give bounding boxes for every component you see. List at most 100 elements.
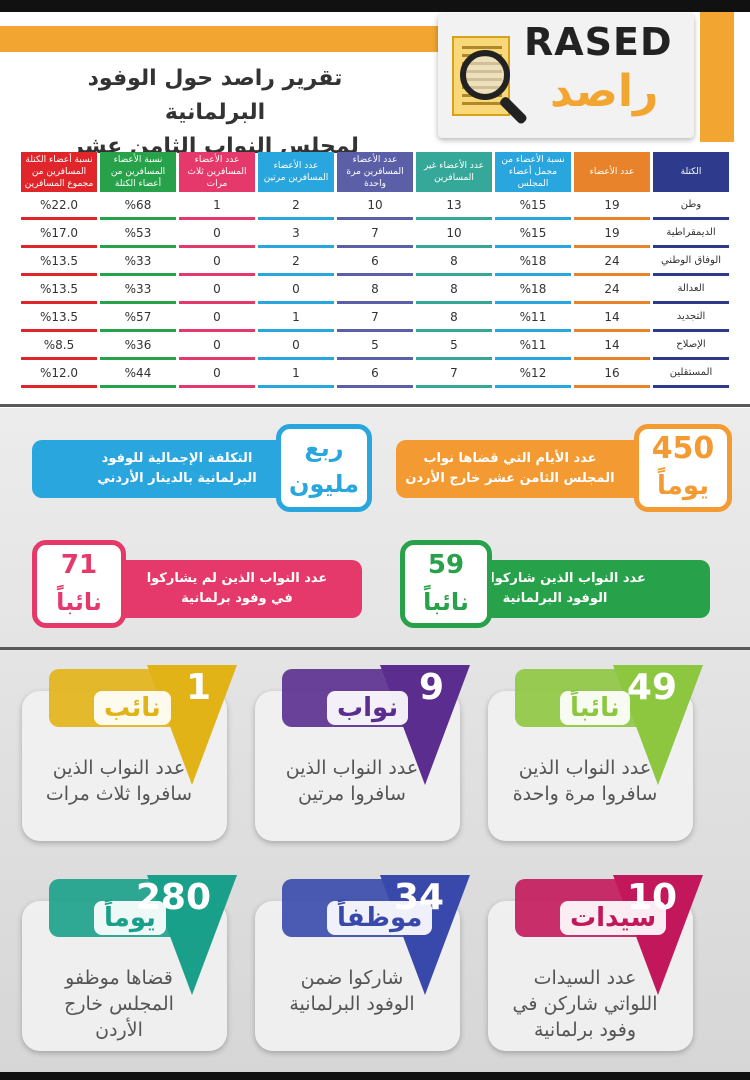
table-cell: 8 (416, 276, 492, 304)
badge-cost-value1: ربع (304, 434, 344, 462)
table-cell: 0 (179, 248, 255, 276)
page-title: تقرير راصد حول الوفود البرلمانية لمجلس ا… (55, 62, 375, 164)
table-cell: %12.0 (21, 360, 97, 388)
bottom-border (0, 1072, 750, 1080)
bloc-name-cell: الديمقراطية (653, 220, 729, 248)
table-cell: 5 (337, 332, 413, 360)
badge-participated-unit: نائباً (423, 588, 469, 616)
table-row: الديمقراطية 19 %15 10 7 3 0 %53 %17.0 (21, 220, 729, 248)
table-cell: 1 (258, 304, 334, 332)
table-cell: 0 (179, 360, 255, 388)
stat-card-unit: نواب (327, 691, 409, 725)
table-cell: %68 (100, 192, 176, 220)
table-row: الإصلاح 14 %11 5 5 0 0 %36 %8.5 (21, 332, 729, 360)
table-cell: 3 (258, 220, 334, 248)
badge-cost: ربع مليون (276, 424, 372, 512)
badge-not-participated: 71 نائباً (32, 540, 126, 628)
table-cell: %33 (100, 248, 176, 276)
logo-text-ar: راصد (550, 66, 659, 117)
table-cell: %15 (495, 192, 571, 220)
table-cell: 16 (574, 360, 650, 388)
table-cell: 24 (574, 248, 650, 276)
stat-card: 9 نواب عدد النواب الذين سافروا مرتين (255, 665, 470, 845)
table-cell: %18 (495, 248, 571, 276)
table-cell: 8 (416, 248, 492, 276)
table-header-cell: الكتلة (653, 152, 729, 192)
table-cell: %8.5 (21, 332, 97, 360)
badge-cost-value2: مليون (289, 470, 359, 498)
stat-card: 49 نائباً عدد النواب الذين سافروا مرة واحد… (488, 665, 703, 845)
badge-not-participated-unit: نائباً (56, 588, 102, 616)
table-cell: 10 (337, 192, 413, 220)
banner-not-participated-line1: عدد النواب الذين لم يشاركوا (146, 571, 328, 586)
rased-logo: RASED راصد (438, 14, 694, 138)
table-cell: 0 (179, 332, 255, 360)
section-divider (0, 647, 750, 650)
table-cell: 2 (258, 192, 334, 220)
table-cell: 6 (337, 360, 413, 388)
table-header-cell: نسبة الأعضاء المسافرين من أعضاء الكتلة (100, 152, 176, 192)
badge-days: 450 يوماً (634, 424, 732, 512)
table-cell: 7 (337, 304, 413, 332)
table-cell: 7 (416, 360, 492, 388)
title-line-1: تقرير راصد حول الوفود البرلمانية (87, 66, 343, 125)
bloc-name-cell: وطن (653, 192, 729, 220)
stat-card-unit: سيدات (560, 901, 667, 935)
table-cell: 0 (179, 304, 255, 332)
stat-card-number: 9 (418, 667, 444, 708)
bloc-name-cell: الإصلاح (653, 332, 729, 360)
table-cell: %11 (495, 304, 571, 332)
stat-card-description: عدد النواب الذين سافروا مرتين (285, 757, 419, 805)
logo-text-en: RASED (524, 20, 673, 64)
stat-card-description: شاركوا ضمن الوفود البرلمانية (289, 967, 415, 1015)
table-cell: 2 (258, 248, 334, 276)
table-cell: %44 (100, 360, 176, 388)
bloc-name-cell: العدالة (653, 276, 729, 304)
stat-card-unit: نائباً (560, 691, 630, 725)
table-cell: 8 (337, 276, 413, 304)
stat-card-unit: موظفاً (327, 901, 433, 935)
header-accent-bar-vertical (700, 12, 734, 142)
banner-days-line1: عدد الأيام التي قضاها نواب (423, 451, 597, 466)
table-row: العدالة 24 %18 8 8 0 0 %33 %13.5 (21, 276, 729, 304)
table-header-cell: نسبة الأعضاء من مجمل أعضاء المجلس (495, 152, 571, 192)
table-cell: %17.0 (21, 220, 97, 248)
badge-participated: 59 نائباً (400, 540, 492, 628)
delegations-table: الكتلة عدد الأعضاء نسبة الأعضاء من مجمل أع… (18, 152, 732, 388)
table-cell: 24 (574, 276, 650, 304)
table-cell: 8 (416, 304, 492, 332)
banner-not-participated-line2: في وفود برلمانية (181, 591, 293, 606)
badge-days-value: 450 (651, 431, 715, 466)
table-cell: %57 (100, 304, 176, 332)
table-cell: 14 (574, 332, 650, 360)
banner-participated-line1: عدد النواب الذين شاركوا في (464, 571, 646, 586)
table-cell: %22.0 (21, 192, 97, 220)
table-cell: 13 (416, 192, 492, 220)
banner-participated-line2: الوفود البرلمانية (502, 591, 608, 606)
table-cell: 1 (258, 360, 334, 388)
banner-cost-line1: التكلفة الإجمالية للوفود (101, 451, 253, 466)
table-cell: %11 (495, 332, 571, 360)
badge-days-unit: يوماً (657, 471, 709, 501)
stat-card-description: عدد النواب الذين سافروا مرة واحدة (512, 757, 658, 805)
badge-participated-value: 59 (427, 550, 465, 580)
table-header-cell: عدد الأعضاء المسافرين مرة واحدة (337, 152, 413, 192)
table-cell: 14 (574, 304, 650, 332)
table-cell: %53 (100, 220, 176, 248)
banner-cost-line2: البرلمانية بالدينار الأردني (97, 471, 257, 486)
table-header-row: الكتلة عدد الأعضاء نسبة الأعضاء من مجمل أع… (21, 152, 729, 192)
table-row: التجديد 14 %11 8 7 1 0 %57 %13.5 (21, 304, 729, 332)
table-cell: 7 (337, 220, 413, 248)
table-header-cell: عدد الأعضاء المسافرين مرتين (258, 152, 334, 192)
top-border (0, 0, 750, 12)
table-cell: %15 (495, 220, 571, 248)
table-cell: 0 (179, 276, 255, 304)
stat-card-description: عدد السيدات اللواتي شاركن في وفود برلمان… (512, 967, 658, 1041)
table-cell: 10 (416, 220, 492, 248)
table-cell: %18 (495, 276, 571, 304)
banner-total-cost: التكلفة الإجمالية للوفود البرلمانية بالد… (32, 440, 312, 498)
stat-card-number: 1 (185, 667, 211, 708)
bloc-name-cell: المستقلين (653, 360, 729, 388)
table-row: وطن 19 %15 13 10 2 1 %68 %22.0 (21, 192, 729, 220)
